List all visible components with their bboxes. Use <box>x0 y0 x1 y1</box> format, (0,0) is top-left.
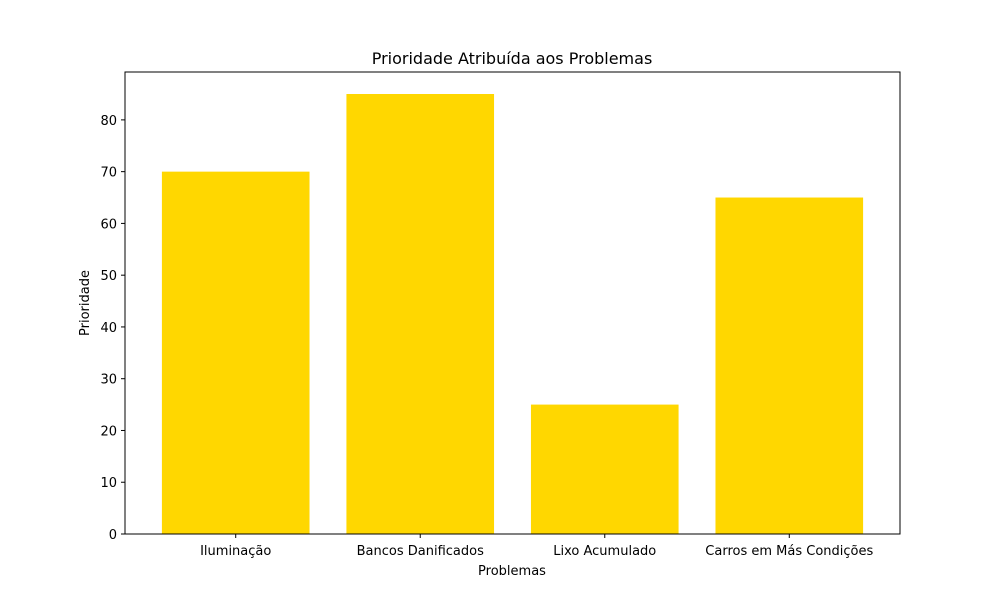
y-tick-label: 10 <box>100 476 117 491</box>
plot-frame <box>124 71 901 535</box>
y-tick-label: 70 <box>100 166 117 181</box>
y-tick-label: 40 <box>100 321 117 336</box>
chart-title: Prioridade Atribuída aos Problemas <box>372 49 653 68</box>
bars-group <box>161 94 864 534</box>
x-tick-label: Bancos Danificados <box>357 544 484 559</box>
y-tick-label: 30 <box>100 373 117 388</box>
y-axis-label: Prioridade <box>78 270 93 336</box>
bar-2 <box>530 404 679 534</box>
bar-3 <box>715 197 864 534</box>
y-tick-label: 20 <box>100 424 117 439</box>
bar-1 <box>346 94 495 534</box>
x-tick-label: Iluminação <box>200 544 271 559</box>
y-tick-label: 50 <box>100 269 117 284</box>
y-axis-ticks: 0 10 20 30 40 50 60 70 80 <box>100 114 125 543</box>
x-tick-label: Lixo Acumulado <box>553 544 656 559</box>
y-tick-label: 0 <box>109 528 117 543</box>
bar-0 <box>161 171 310 534</box>
y-tick-label: 60 <box>100 217 117 232</box>
y-tick-label: 80 <box>100 114 117 129</box>
x-tick-label: Carros em Más Condições <box>705 544 873 559</box>
x-axis-label: Problemas <box>478 564 546 579</box>
x-axis-ticks: Iluminação Bancos Danificados Lixo Acumula… <box>200 534 873 559</box>
